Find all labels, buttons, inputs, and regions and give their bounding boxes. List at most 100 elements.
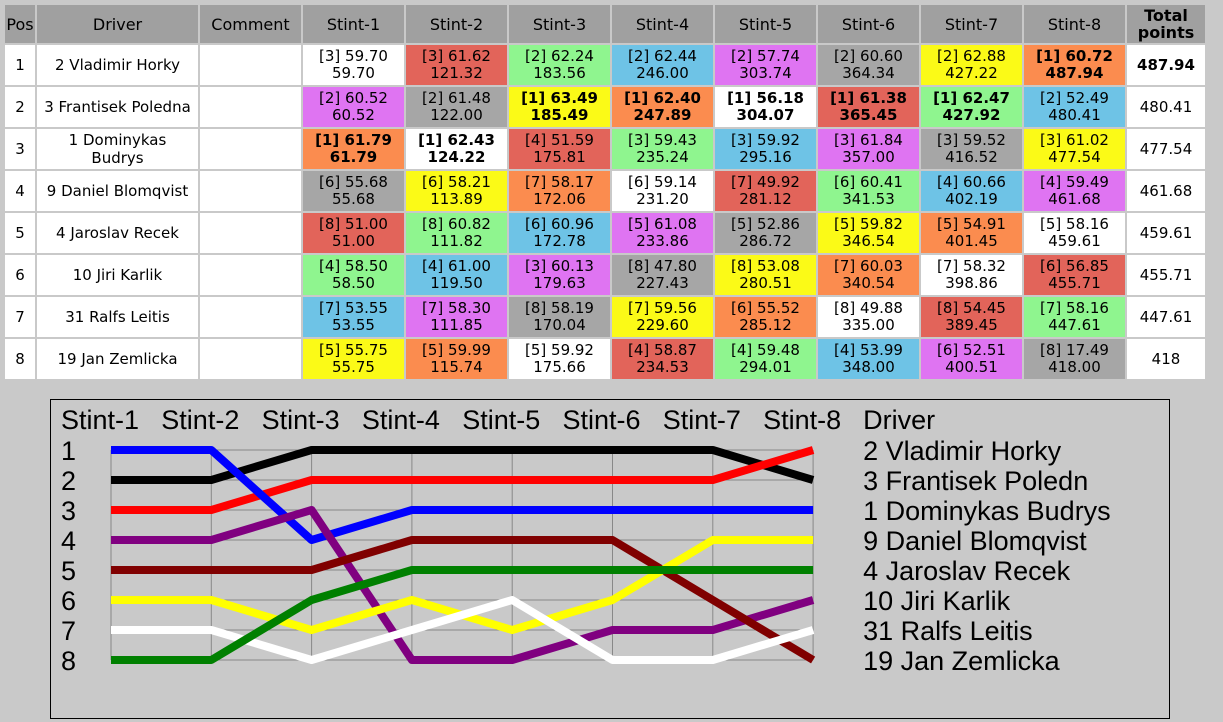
y-tick-label: 2 [61,466,76,496]
driver-cell: 4 Jaroslav Recek [37,213,198,253]
stint-cumulative: 340.54 [842,274,895,292]
driver-cell: 10 Jiri Karlik [37,255,198,295]
total-points-cell: 487.94 [1127,45,1205,85]
driver-cell: 1 Dominykas Budrys [37,129,198,169]
comment-cell [200,45,301,85]
stint-cell: [5] 61.08 233.86 [612,213,713,253]
header-row: Pos Driver Comment Stint-1 Stint-2 Stint… [5,5,1205,43]
stint-cumulative: 459.61 [1048,232,1101,250]
stint-result: [5] 59.99 [422,341,491,359]
stint-cumulative: 119.50 [430,274,483,292]
y-tick-label: 6 [61,586,76,616]
stint-result: [2] 62.44 [628,47,697,65]
stint-cell: [4] 53.99 348.00 [818,339,919,379]
stint-cumulative: 246.00 [636,64,689,82]
comment-cell [200,255,301,295]
stint-result: [4] 59.49 [1040,173,1109,191]
stint-cell: [8] 49.88 335.00 [818,297,919,337]
stint-cell: [2] 62.24 183.56 [509,45,610,85]
stint-result: [3] 59.43 [628,131,697,149]
stint-cumulative: 60.52 [332,106,375,124]
header-comment: Comment [200,5,301,43]
stint-result: [5] 52.86 [731,215,800,233]
stint-cell: [7] 49.92 281.12 [715,171,816,211]
stint-cumulative: 480.41 [1048,106,1101,124]
stint-cell: [2] 57.74 303.74 [715,45,816,85]
stint-cumulative: 389.45 [945,316,998,334]
header-pos: Pos [5,5,35,43]
stint-cell: [8] 60.82 111.82 [406,213,507,253]
stint-cell: [5] 52.86 286.72 [715,213,816,253]
stint-cumulative: 175.66 [533,358,586,376]
stint-cell: [5] 59.99 115.74 [406,339,507,379]
stint-cumulative: 59.70 [332,64,375,82]
stint-cumulative: 233.86 [636,232,689,250]
stint-cell: [8] 54.45 389.45 [921,297,1022,337]
stint-result: [4] 58.50 [319,257,388,275]
stint-cumulative: 294.01 [739,358,792,376]
stint-result: [3] 61.62 [422,47,491,65]
stint-cell: [1] 62.47 427.92 [921,87,1022,127]
header-stint-1: Stint-1 [303,5,404,43]
pos-cell: 3 [5,129,35,169]
position-chart: Stint-1 Stint-2 Stint-3 Stint-4 Stint-5 Stint… [50,399,1170,719]
comment-cell [200,171,301,211]
legend-item: 3 Frantisek Poledn [863,466,1088,496]
stint-cell: [5] 59.92 175.66 [509,339,610,379]
stint-result: [7] 59.56 [628,299,697,317]
header-stint-7: Stint-7 [921,5,1022,43]
stint-cumulative: 280.51 [739,274,792,292]
position-chart-svg: Stint-1 Stint-2 Stint-3 Stint-4 Stint-5 Stint… [61,405,1111,676]
stint-cell: [7] 58.16 447.61 [1024,297,1125,337]
stint-cumulative: 183.56 [533,64,586,82]
stint-result: [4] 59.48 [731,341,800,359]
stint-cumulative: 281.12 [739,190,792,208]
stint-cumulative: 348.00 [842,358,895,376]
legend-item: 2 Vladimir Horky [863,436,1062,466]
comment-cell [200,87,301,127]
comment-cell [200,129,301,169]
stint-result: [3] 61.84 [834,131,903,149]
stint-cumulative: 461.68 [1048,190,1101,208]
stint-cell: [2] 60.60 364.34 [818,45,919,85]
stint-cell: [4] 58.87 234.53 [612,339,713,379]
stint-cell: [8] 58.19 170.04 [509,297,610,337]
stint-cell: [1] 56.18 304.07 [715,87,816,127]
legend-item: 31 Ralfs Leitis [863,616,1033,646]
header-total-line2: points [1137,23,1195,42]
stint-result: [7] 49.92 [731,173,800,191]
stint-result: [7] 58.30 [422,299,491,317]
driver-cell: 9 Daniel Blomqvist [37,171,198,211]
x-tick-label: Stint-4 [362,405,440,435]
stint-result: [4] 51.59 [525,131,594,149]
comment-cell [200,297,301,337]
comment-cell [200,213,301,253]
series-line [111,506,815,664]
stint-result: [4] 58.87 [628,341,697,359]
driver-name: 3 Frantisek Poledna [44,98,191,116]
stint-cumulative: 447.61 [1048,316,1101,334]
stint-cumulative: 122.00 [430,106,483,124]
stint-cumulative: 304.07 [736,106,795,124]
header-total-line1: Total [1144,6,1188,25]
stint-cumulative: 227.43 [636,274,689,292]
stint-cell: [6] 56.85 455.71 [1024,255,1125,295]
total-points-cell: 477.54 [1127,129,1205,169]
stint-cell: [6] 55.52 285.12 [715,297,816,337]
stint-result: [6] 58.21 [422,173,491,191]
stint-result: [3] 59.52 [937,131,1006,149]
pos-cell: 8 [5,339,35,379]
stint-result: [3] 60.13 [525,257,594,275]
stint-result: [8] 58.19 [525,299,594,317]
stint-cumulative: 416.52 [945,148,998,166]
stint-result: [2] 62.24 [525,47,594,65]
x-tick-label: Stint-2 [161,405,239,435]
stint-cell: [2] 62.44 246.00 [612,45,713,85]
x-tick-label: Stint-1 [61,405,139,435]
driver-cell: 2 Vladimir Horky [37,45,198,85]
header-driver: Driver [37,5,198,43]
stint-cell: [6] 55.68 55.68 [303,171,404,211]
